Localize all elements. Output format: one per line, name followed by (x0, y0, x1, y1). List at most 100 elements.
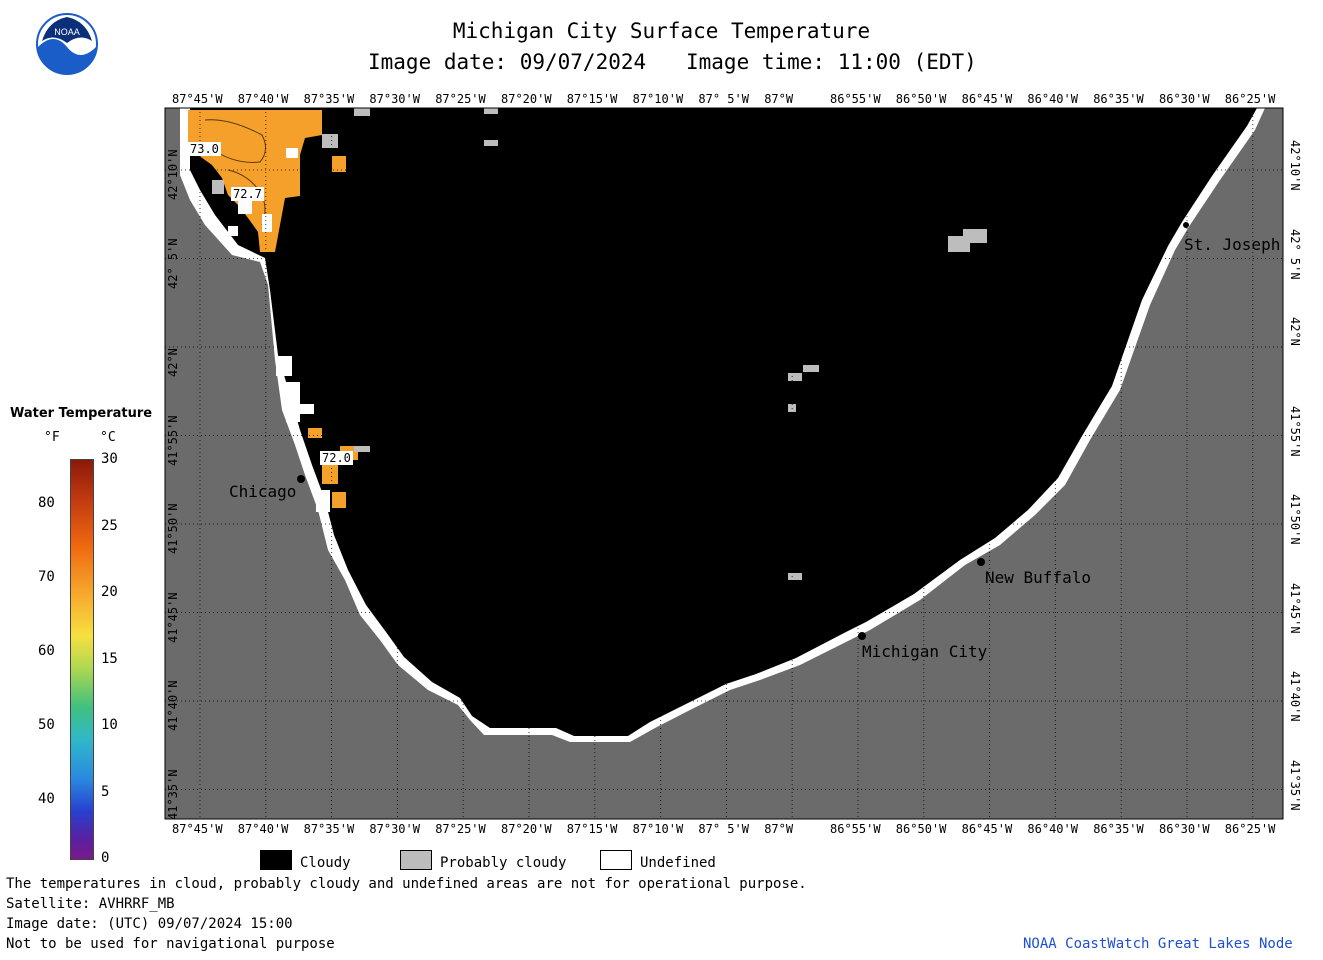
lon-tick-label-top: 87°45'W (172, 92, 223, 106)
undefined-patch (238, 200, 252, 214)
probably-cloudy-patch (484, 140, 498, 146)
legend-label-undefined: Undefined (640, 855, 716, 871)
image-time-label: Image time: 11:00 (EDT) (686, 50, 977, 74)
lon-tick-label-top: 87°10'W (632, 92, 684, 106)
colorbar-f-tick: 80 (38, 495, 55, 512)
lon-tick-label-top: 86°40'W (1027, 92, 1078, 106)
lon-tick-label-top: 87°15'W (566, 92, 618, 106)
warm-water-patch (322, 462, 338, 484)
svg-text:NOAA: NOAA (54, 27, 80, 37)
colorbar-c-tick: 5 (101, 783, 110, 800)
legend-label-probably-cloudy: Probably cloudy (440, 855, 567, 871)
colorbar-unit-f: °F (44, 430, 60, 445)
probably-cloudy-patch (212, 180, 224, 194)
lon-tick-label-bot: 86°50'W (895, 822, 947, 836)
colorbar-unit-c: °C (100, 430, 116, 445)
st-joseph-marker (1183, 222, 1189, 228)
undefined-patch (286, 382, 300, 422)
lon-tick-label-top: 87°20'W (501, 92, 552, 106)
undefined-patch (276, 356, 292, 376)
footer-credit: NOAA CoastWatch Great Lakes Node (1023, 936, 1293, 952)
michigan-city-marker (858, 632, 866, 640)
lon-tick-label-bot: 87°25'W (435, 822, 486, 836)
legend-swatch-probably-cloudy (400, 850, 432, 870)
footer-utc-date: Image date: (UTC) 09/07/2024 15:00 (6, 916, 293, 932)
lat-tick-label-right: 42° 5'N (1288, 228, 1302, 280)
probably-cloudy-patch (354, 108, 370, 116)
lon-tick-label-bot: 86°30'W (1159, 822, 1210, 836)
legend-label-cloudy: Cloudy (300, 855, 351, 871)
colorbar-c-tick: 0 (101, 850, 110, 866)
lon-tick-label-top: 86°30'W (1159, 92, 1210, 106)
footer-note: The temperatures in cloud, probably clou… (6, 876, 807, 892)
probably-cloudy-patch (803, 365, 819, 372)
legend-swatch-undefined (600, 850, 632, 870)
warm-water-patch (332, 156, 346, 172)
lat-tick-label-right: 41°40'N (1288, 671, 1302, 722)
lon-tick-label-bot: 87°40'W (237, 822, 289, 836)
lon-tick-label-top: 87°35'W (303, 92, 355, 106)
lat-tick-label-left: 41°50'N (166, 503, 180, 554)
colorbar-f-tick: 50 (38, 717, 55, 733)
lat-tick-label-left: 42°10'N (166, 149, 180, 200)
legend-swatch-cloudy (260, 850, 292, 870)
lon-tick-label-bot: 87° 5'W (698, 822, 749, 836)
colorbar-f-tick: 70 (38, 569, 55, 586)
graticule (165, 108, 1283, 819)
lat-tick-label-right: 41°55'N (1288, 405, 1302, 457)
colorbar-c-tick: 10 (101, 717, 118, 733)
lon-tick-label-top: 87°30'W (369, 92, 420, 106)
lon-tick-label-top: 87°25'W (435, 92, 486, 106)
lon-tick-label-top: 87° 5'W (698, 92, 749, 106)
lon-tick-label-bot: 87°10'W (632, 822, 684, 836)
colorbar-f-tick: 40 (38, 790, 55, 807)
warm-water-patch (332, 492, 346, 508)
temp-label: 72.0 (320, 451, 353, 465)
temp-label: 72.7 (231, 187, 264, 201)
probably-cloudy-patch (354, 446, 370, 452)
lon-tick-label-bot: 86°55'W (830, 822, 881, 836)
image-date-label: Image date: 09/07/2024 (368, 50, 647, 74)
lat-tick-label-right: 41°45'N (1288, 582, 1302, 634)
city-label-st-joseph: St. Joseph (1184, 235, 1281, 254)
probably-cloudy-patch (322, 134, 338, 148)
noaa-logo: NOAA (36, 13, 98, 75)
footer-satellite: Satellite: AVHRRF_MB (6, 896, 175, 912)
probably-cloudy-patch (484, 108, 498, 114)
undefined-patch (300, 404, 314, 414)
map-frame (164, 107, 1284, 820)
cloudy-region (190, 108, 1257, 736)
colorbar-f-tick: 60 (38, 643, 55, 660)
city-label-new-buffalo: New Buffalo (985, 568, 1091, 587)
undefined-patch (286, 148, 298, 158)
warm-water-patch (308, 428, 322, 438)
colorbar-c-tick: 30 (101, 451, 118, 467)
lat-tick-label-left: 42° 5'N (166, 237, 180, 289)
lat-tick-label-right: 41°50'N (1288, 494, 1302, 545)
undefined-patch (316, 490, 330, 512)
colorbar-gradient (70, 459, 94, 860)
undefined-patch (228, 226, 238, 236)
colorbar-c-tick: 25 (101, 517, 118, 534)
lat-tick-label-left: 42°N (166, 348, 180, 377)
lon-tick-label-top: 87°W (764, 92, 794, 106)
lat-tick-label-left: 41°55'N (166, 414, 180, 466)
lon-tick-label-bot: 87°30'W (369, 822, 420, 836)
lon-tick-label-bot: 87°45'W (172, 822, 223, 836)
city-label-chicago: Chicago (229, 482, 297, 501)
temp-label: 73.0 (188, 142, 221, 156)
lon-tick-label-top: 86°50'W (895, 92, 947, 106)
probably-cloudy-patch (788, 373, 802, 381)
lon-tick-label-bot: 87°15'W (566, 822, 618, 836)
lon-tick-label-bot: 86°40'W (1027, 822, 1078, 836)
lon-tick-label-bot: 87°W (764, 822, 794, 836)
probably-cloudy-patch (963, 229, 987, 243)
city-label-michigan-city: Michigan City (862, 642, 988, 661)
new-buffalo-marker (977, 558, 985, 566)
probably-cloudy-patch (788, 573, 802, 580)
lon-tick-label-bot: 87°35'W (303, 822, 355, 836)
lon-tick-label-top: 86°25'W (1224, 92, 1276, 106)
page-title: Michigan City Surface Temperature (452, 19, 871, 43)
chicago-marker (297, 475, 305, 483)
